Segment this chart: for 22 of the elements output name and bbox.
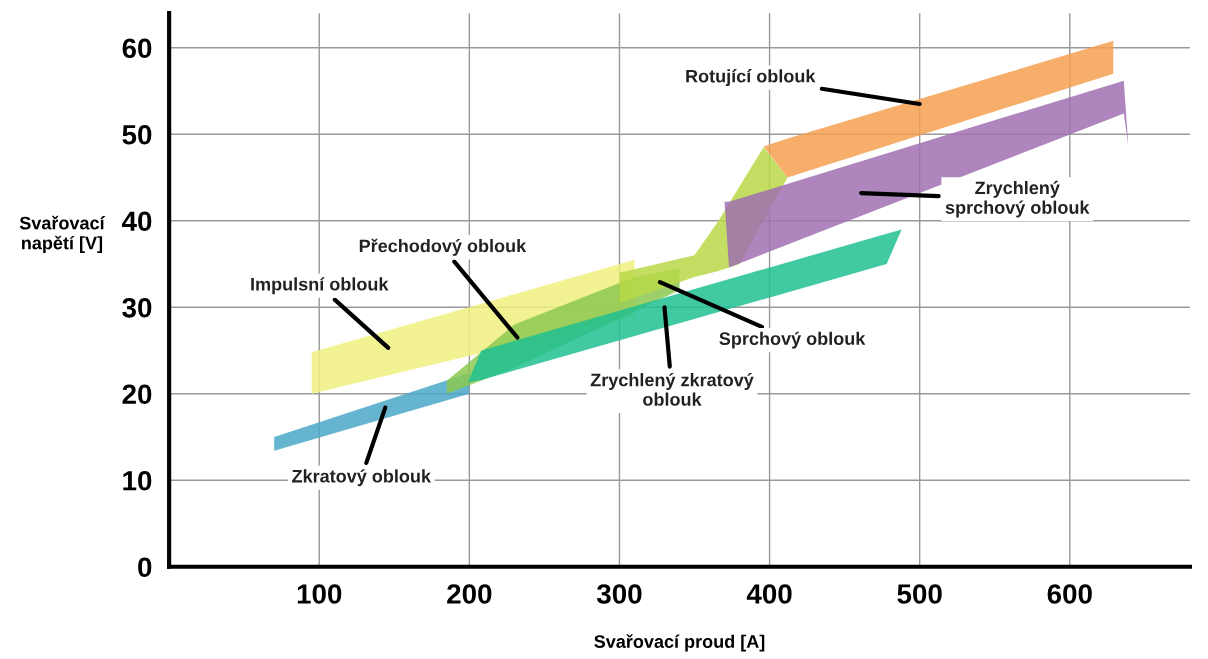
x-tick-label: 600 bbox=[1047, 584, 1092, 604]
annotation: Sprchový oblouk bbox=[719, 331, 866, 349]
y-tick-label: 10 bbox=[123, 470, 152, 491]
x-tick-label: 500 bbox=[897, 584, 942, 604]
annotation: Zkratový oblouk bbox=[292, 469, 432, 487]
y-tick-label: 20 bbox=[122, 384, 152, 405]
annotation: Impulsní oblouk bbox=[251, 277, 389, 295]
x-tick-label: 100 bbox=[297, 584, 342, 604]
y-tick-label: 0 bbox=[138, 557, 152, 578]
y-tick-label: 50 bbox=[122, 124, 152, 145]
y-tick-label: 60 bbox=[122, 38, 152, 59]
x-axis-title: Svařovací proud [A] bbox=[594, 634, 765, 652]
y-tick-label: 30 bbox=[122, 297, 152, 318]
annotation: Rotující oblouk bbox=[686, 69, 816, 87]
x-tick-label: 400 bbox=[746, 584, 792, 604]
x-tick-label: 300 bbox=[596, 584, 642, 604]
x-tick-label: 200 bbox=[447, 584, 492, 604]
y-axis-title: Svařovací napětí [V] bbox=[19, 215, 106, 253]
y-tick-label: 40 bbox=[121, 211, 152, 232]
annotation: Přechodový oblouk bbox=[359, 238, 527, 256]
annotation: Zrychlený sprchový oblouk bbox=[945, 180, 1090, 218]
annotation: Zrychlený zkratový oblouk bbox=[590, 372, 754, 406]
